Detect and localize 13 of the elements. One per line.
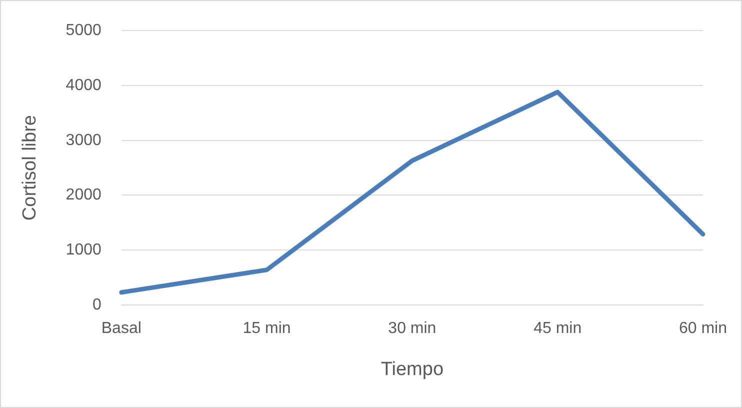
y-tick-label: 2000 — [66, 186, 102, 204]
x-tick-label: 30 min — [388, 320, 436, 338]
y-tick-label: 0 — [92, 296, 102, 314]
y-tick-label: 1000 — [66, 242, 102, 259]
x-tick-label: 60 min — [678, 320, 728, 338]
y-tick-label: 5000 — [66, 22, 102, 40]
y-axis-title: Cortisol libre — [20, 115, 41, 221]
x-tick-label: 15 min — [242, 320, 291, 338]
x-tick-label: 45 min — [534, 320, 582, 338]
x-axis-title: Tiempo — [380, 358, 444, 380]
x-tick-label: Basal — [101, 320, 142, 338]
y-tick-label: 4000 — [66, 76, 102, 94]
y-tick-label: 3000 — [66, 132, 102, 149]
